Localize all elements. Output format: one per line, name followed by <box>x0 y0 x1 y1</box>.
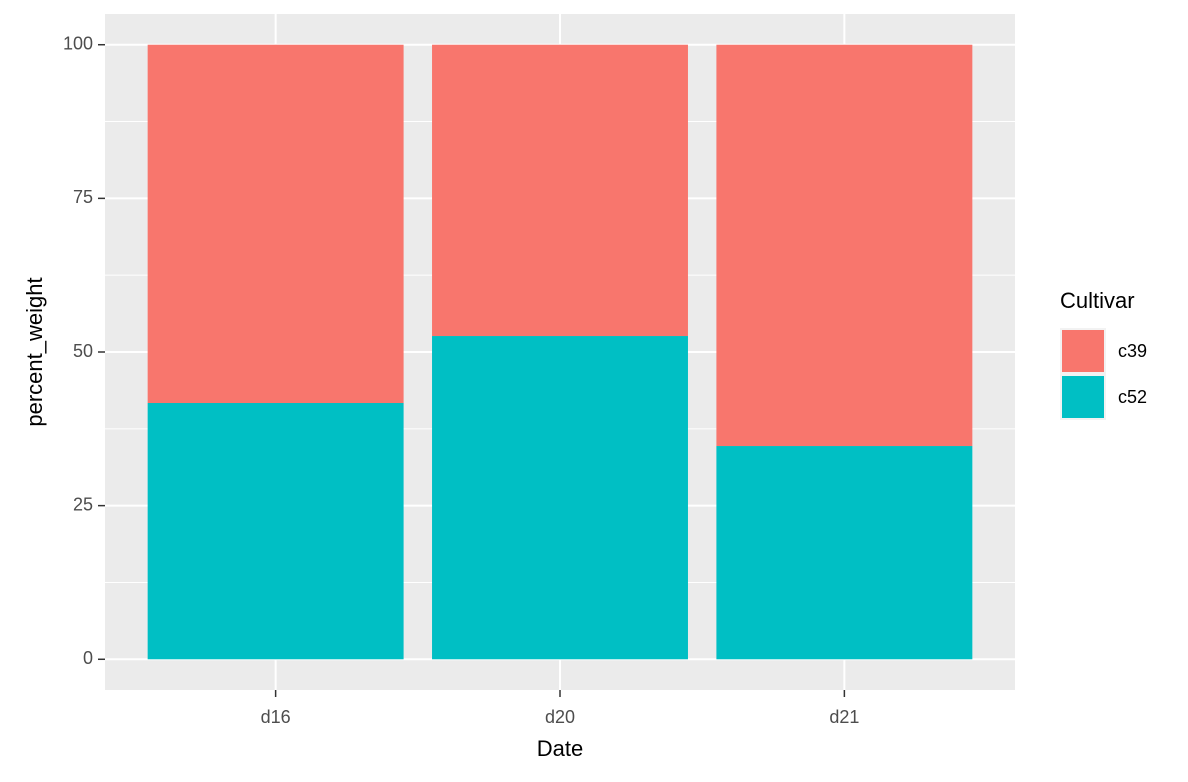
x-tick-label: d16 <box>261 707 291 727</box>
legend-swatch <box>1062 330 1104 372</box>
x-tick-label: d21 <box>829 707 859 727</box>
x-tick-label: d20 <box>545 707 575 727</box>
y-tick-label: 100 <box>63 33 93 53</box>
legend-swatch <box>1062 376 1104 418</box>
y-tick-label: 75 <box>73 187 93 207</box>
y-tick-label: 0 <box>83 648 93 668</box>
bar-segment <box>716 446 973 660</box>
legend-label: c52 <box>1118 387 1147 407</box>
legend-title: Cultivar <box>1060 288 1135 313</box>
y-tick-label: 25 <box>73 494 93 514</box>
legend-label: c39 <box>1118 341 1147 361</box>
bar-segment <box>716 44 973 447</box>
bar-segment <box>432 336 688 660</box>
bar-segment <box>147 44 404 404</box>
bar-segment <box>147 403 404 660</box>
x-axis-title: Date <box>537 736 583 761</box>
y-axis-title: percent_weight <box>22 277 47 426</box>
y-tick-label: 50 <box>73 341 93 361</box>
bar-segment <box>432 44 688 337</box>
